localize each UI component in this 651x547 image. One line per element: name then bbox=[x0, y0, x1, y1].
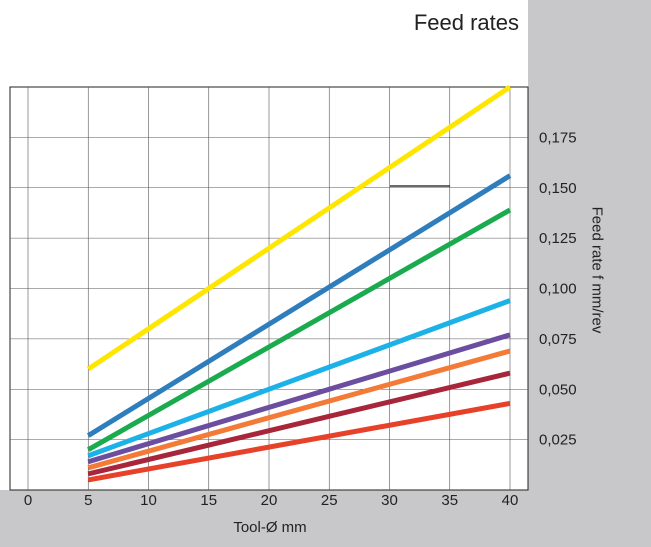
ticks-layer: 0 5 10 15 20 25 30 35 40 0,025 0,050 0,075 0,100 0,12… bbox=[24, 129, 577, 509]
x-tick-label: 20 bbox=[261, 492, 278, 509]
series-line-5 bbox=[87, 332, 511, 465]
y-tick-label: 0,125 bbox=[539, 230, 577, 247]
y-tick-label: 0,025 bbox=[539, 432, 577, 449]
series-line-3 bbox=[87, 207, 512, 452]
x-tick-label: 40 bbox=[502, 492, 519, 509]
bottom-panel bbox=[0, 490, 651, 547]
series-layer bbox=[86, 84, 512, 483]
x-tick-label: 15 bbox=[200, 492, 217, 509]
chart-title: Feed rates bbox=[413, 10, 519, 35]
y-tick-label: 0,075 bbox=[539, 331, 577, 348]
y-tick-label: 0,175 bbox=[539, 129, 577, 146]
x-tick-label: 35 bbox=[441, 492, 458, 509]
x-tick-label: 30 bbox=[381, 492, 398, 509]
series-line-4 bbox=[87, 298, 511, 459]
x-tick-label: 10 bbox=[140, 492, 157, 509]
y-tick-label: 0,150 bbox=[539, 180, 577, 197]
x-tick-label: 5 bbox=[84, 492, 92, 509]
series-line-1 bbox=[86, 84, 512, 372]
series-line-2 bbox=[86, 173, 512, 438]
y-tick-label: 0,050 bbox=[539, 381, 577, 398]
y-tick-label: 0,100 bbox=[539, 281, 577, 298]
series-line-6 bbox=[87, 348, 511, 471]
y-axis-label: Feed rate f mm/rev bbox=[588, 206, 606, 334]
x-axis-label: Tool-Ø mm bbox=[233, 519, 307, 536]
x-tick-label: 0 bbox=[24, 492, 32, 509]
right-side-panel bbox=[528, 0, 651, 547]
x-tick-label: 25 bbox=[321, 492, 338, 509]
series-line-7 bbox=[87, 370, 511, 477]
series-line-8 bbox=[87, 400, 511, 483]
